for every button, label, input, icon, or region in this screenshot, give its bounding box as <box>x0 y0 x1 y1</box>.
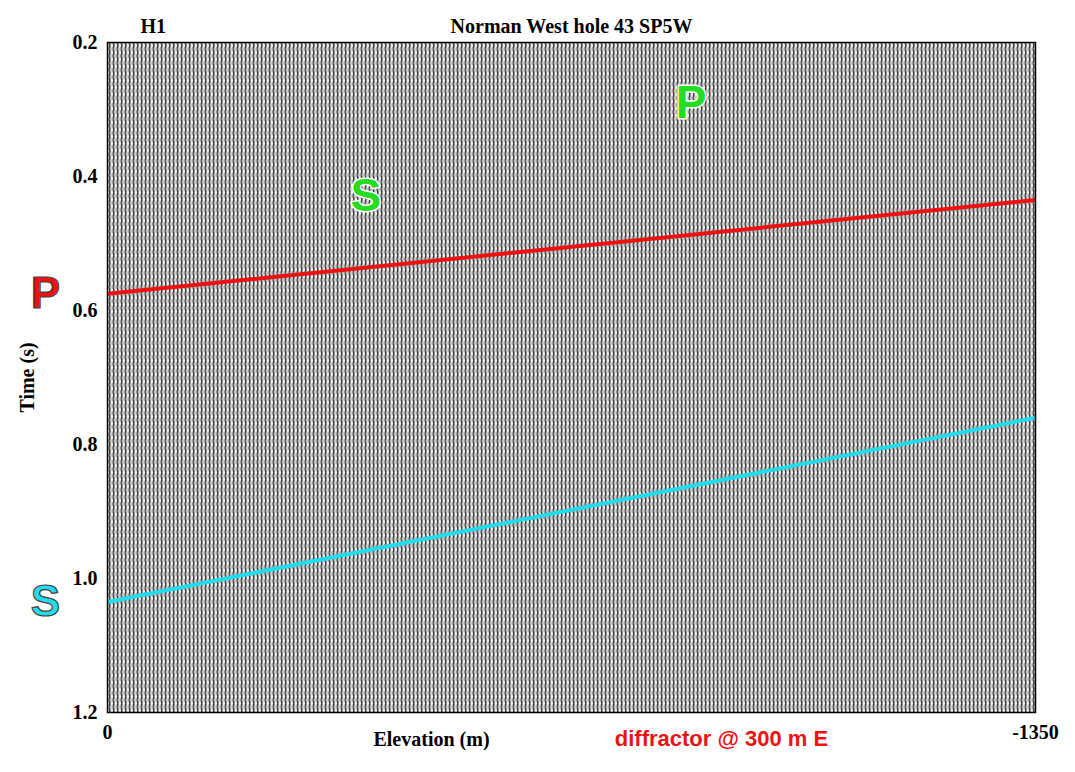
svg-text:diffractor @ 300 m E: diffractor @ 300 m E <box>615 726 828 751</box>
svg-text:S: S <box>31 576 60 625</box>
svg-text:0: 0 <box>103 721 113 743</box>
svg-text:1.0: 1.0 <box>73 567 98 589</box>
svg-text:0.2: 0.2 <box>73 31 98 53</box>
svg-text:Norman West hole 43 SP5W: Norman West hole 43 SP5W <box>451 15 693 37</box>
svg-text:1.2: 1.2 <box>73 701 98 723</box>
svg-text:Time (s): Time (s) <box>16 342 39 412</box>
svg-text:0.6: 0.6 <box>73 299 98 321</box>
svg-text:-1350: -1350 <box>1012 721 1059 743</box>
svg-text:S: S <box>351 169 382 221</box>
svg-text:0.4: 0.4 <box>73 165 98 187</box>
svg-text:P: P <box>31 268 60 317</box>
svg-text:P: P <box>676 76 707 128</box>
svg-text:Elevation (m): Elevation (m) <box>373 728 489 751</box>
svg-text:0.8: 0.8 <box>73 433 98 455</box>
svg-text:H1: H1 <box>141 15 167 37</box>
